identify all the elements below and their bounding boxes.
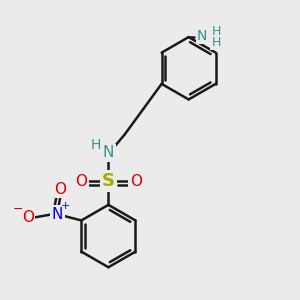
Text: −: − [13, 202, 24, 216]
Text: S: S [102, 172, 115, 190]
Text: O: O [55, 182, 67, 197]
Text: N: N [103, 145, 114, 160]
Text: +: + [61, 201, 70, 211]
Text: O: O [130, 174, 142, 189]
Text: O: O [75, 174, 87, 189]
Text: N: N [197, 28, 208, 43]
Text: O: O [22, 210, 34, 225]
Text: H: H [212, 36, 221, 49]
Text: N: N [52, 207, 63, 222]
Text: H: H [212, 25, 221, 38]
Text: H: H [91, 138, 101, 152]
